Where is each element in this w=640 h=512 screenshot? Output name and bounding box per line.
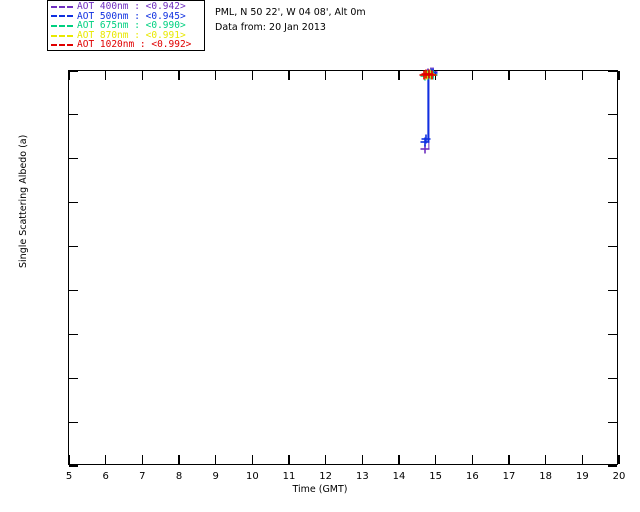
y-axis-tick	[608, 333, 617, 335]
x-axis-tick-label: 8	[175, 471, 183, 482]
legend-item-870nm: AOT 870nm : <0.991>	[50, 31, 202, 41]
legend-line-swatch	[51, 24, 73, 27]
y-axis-tick	[608, 202, 617, 204]
x-axis-tick-label: 18	[539, 471, 553, 482]
x-axis-tick-label: 16	[465, 471, 479, 482]
x-axis-tick-label: 11	[282, 471, 296, 482]
x-axis-tick	[361, 71, 363, 80]
y-axis-tick	[608, 465, 617, 467]
y-axis-tick	[69, 70, 78, 72]
legend-item-500nm: AOT 500nm : <0.945>	[50, 10, 202, 22]
x-axis-tick	[325, 71, 327, 80]
x-axis-tick	[471, 71, 473, 80]
x-axis-tick-label: 7	[139, 471, 146, 482]
header-location: PML, N 50 22', W 04 08', Alt 0m	[215, 7, 366, 18]
y-axis-tick	[69, 202, 78, 204]
x-axis-tick-label: 13	[355, 471, 369, 482]
x-axis-tick	[361, 455, 363, 464]
legend-line-swatch	[51, 44, 73, 47]
x-axis-tick	[545, 455, 547, 464]
y-axis-tick	[608, 114, 617, 116]
x-axis-tick	[251, 455, 253, 464]
legend-item-label: AOT 1020nm : <0.992>	[77, 39, 192, 51]
data-point-marker	[425, 69, 435, 79]
legend-item-675nm: AOT 675nm : <0.990>	[50, 21, 202, 31]
x-axis-tick-label: 15	[429, 471, 443, 482]
x-axis-tick-label: 12	[319, 471, 333, 482]
x-axis-tick	[178, 71, 180, 80]
x-axis-tick	[508, 71, 510, 80]
x-axis-tick	[68, 71, 70, 80]
x-axis-tick	[435, 455, 437, 464]
x-axis-tick	[325, 455, 327, 464]
x-axis-tick	[215, 71, 217, 80]
x-axis-tick	[105, 455, 107, 464]
plot-inner: 0.10.20.30.40.50.60.70.80.91.05678910111…	[66, 67, 625, 482]
legend-item-label: AOT 675nm : <0.990>	[77, 20, 186, 32]
x-axis-tick	[398, 455, 400, 464]
x-axis-tick-label: 14	[392, 471, 406, 482]
x-axis-tick	[141, 455, 143, 464]
y-axis-tick	[608, 377, 617, 379]
x-axis-tick	[471, 455, 473, 464]
y-axis-tick	[608, 245, 617, 248]
x-axis-tick	[251, 71, 253, 80]
series-connector-line	[427, 72, 430, 143]
x-axis-title: Time (GMT)	[292, 484, 348, 495]
x-axis-tick	[215, 455, 217, 464]
legend-item-label: AOT 500nm : <0.945>	[77, 10, 186, 22]
x-axis-tick-label: 9	[212, 471, 219, 482]
x-axis-tick	[288, 71, 290, 80]
y-axis-tick	[69, 158, 78, 160]
y-axis-tick	[69, 289, 78, 292]
legend-item-1020nm: AOT 1020nm : <0.992>	[50, 40, 202, 50]
x-axis-tick-label: 17	[502, 471, 516, 482]
x-axis-tick	[581, 71, 583, 80]
x-axis-tick-label: 20	[612, 471, 626, 482]
y-axis-tick	[69, 377, 78, 379]
y-axis-tick	[608, 289, 617, 292]
chart-header: PML, N 50 22', W 04 08', Alt 0m Data fro…	[215, 5, 366, 35]
y-axis-tick	[69, 114, 78, 116]
x-axis-tick-label: 5	[65, 471, 73, 482]
x-axis-tick	[105, 71, 107, 80]
x-axis-tick	[545, 71, 547, 80]
x-axis-tick	[581, 455, 583, 464]
x-axis-tick	[508, 455, 510, 464]
y-axis-tick	[69, 333, 78, 335]
y-axis-title: Single Scattering Albedo (a)	[18, 134, 29, 268]
y-axis-tick	[608, 421, 617, 423]
y-axis-tick	[69, 465, 78, 467]
x-axis-tick	[398, 71, 400, 80]
x-axis-tick-label: 10	[245, 471, 259, 482]
x-axis-tick	[435, 71, 437, 80]
legend-line-swatch	[51, 15, 73, 18]
legend-item-label: AOT 870nm : <0.991>	[77, 29, 186, 41]
x-axis-tick	[178, 455, 180, 464]
x-axis-tick-label: 6	[102, 471, 109, 482]
legend-item-label: AOT 400nm : <0.942>	[77, 1, 186, 12]
x-axis-tick	[141, 71, 143, 80]
legend: AOT 400nm : <0.942> AOT 500nm : <0.945> AO…	[47, 0, 205, 51]
x-axis-tick	[618, 71, 620, 80]
x-axis-tick	[618, 455, 620, 464]
x-axis-tick	[68, 455, 70, 464]
legend-line-swatch	[51, 5, 73, 8]
header-date: Data from: 20 Jan 2013	[215, 22, 326, 33]
plot-area: 0.10.20.30.40.50.60.70.80.91.05678910111…	[66, 67, 625, 482]
y-axis-tick	[69, 421, 78, 423]
legend-line-swatch	[51, 34, 73, 37]
legend-item-400nm: AOT 400nm : <0.942>	[50, 2, 202, 12]
y-axis-tick	[608, 70, 617, 72]
y-axis-tick	[608, 158, 617, 160]
x-axis-tick	[288, 455, 290, 464]
x-axis-tick-label: 19	[575, 471, 589, 482]
y-axis-tick	[69, 245, 78, 248]
